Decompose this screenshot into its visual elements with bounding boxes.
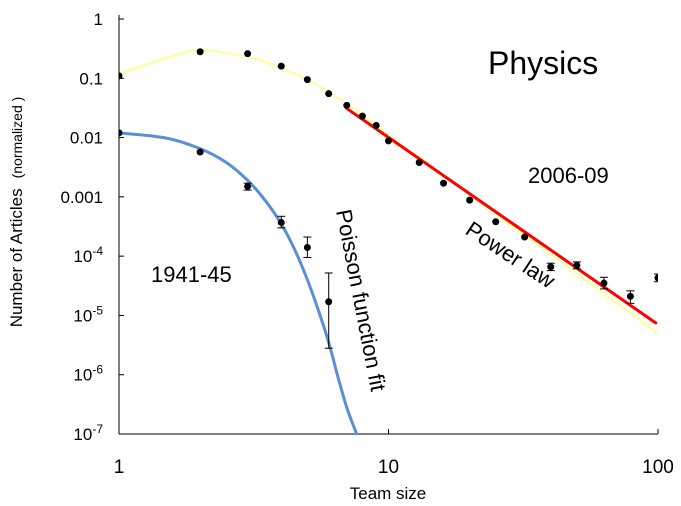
series-label-2006-09: 2006-09 — [528, 163, 609, 188]
data-point — [196, 148, 204, 156]
data-point — [277, 218, 285, 226]
chart-title: Physics — [488, 45, 598, 81]
data-point — [372, 121, 380, 129]
data-point — [244, 182, 252, 190]
data-point — [466, 196, 474, 204]
poisson-fit-label: Poisson function fit — [331, 207, 391, 393]
y-tick-label: 10-7 — [73, 422, 103, 444]
y-axis-label: Number of Articles — [7, 188, 26, 327]
series-label-1941-45: 1941-45 — [151, 262, 232, 287]
poisson-fit — [119, 131, 359, 435]
smooth-fit-2006-09 — [119, 48, 658, 335]
y-tick-label: 0.001 — [60, 188, 103, 207]
data-point — [521, 233, 529, 241]
data-points — [119, 48, 658, 349]
data-point — [244, 50, 252, 58]
x-tick-label: 1 — [114, 457, 125, 478]
x-tick-labels: 1 10 100 — [114, 429, 674, 478]
y-tick-label: 0.01 — [70, 129, 103, 148]
data-point — [119, 72, 123, 80]
data-point — [547, 263, 555, 271]
data-point — [385, 137, 392, 145]
data-point — [626, 292, 634, 300]
data-point — [358, 112, 366, 120]
y-tick-labels: 1 0.1 0.01 0.001 10-4 10-5 10-6 10-7 — [60, 10, 124, 444]
x-axis-label: Team size — [350, 484, 427, 503]
data-point — [303, 243, 311, 251]
data-point — [277, 62, 285, 70]
data-point — [325, 90, 333, 98]
series-2006-09 — [119, 48, 658, 304]
y-tick-label: 1 — [94, 10, 103, 29]
fit-curves — [119, 48, 658, 435]
data-point — [492, 218, 500, 226]
svg-text:Number of Articles(normalized: Number of Articles (normalized ) — [7, 97, 26, 328]
data-point — [119, 129, 123, 137]
data-point — [440, 179, 448, 187]
y-tick-label: 10-5 — [73, 303, 103, 325]
data-point — [303, 76, 311, 84]
x-tick-label: 100 — [642, 457, 674, 478]
data-point — [654, 274, 658, 282]
data-point — [325, 298, 333, 306]
power-law-fit — [345, 106, 658, 325]
y-tick-label: 10-6 — [73, 363, 103, 385]
data-point — [415, 158, 423, 166]
series-1941-45 — [119, 129, 333, 349]
x-tick-label: 10 — [378, 457, 399, 478]
y-tick-label: 10-4 — [73, 244, 103, 266]
power-law-label: Power law — [461, 216, 560, 293]
data-point — [196, 48, 204, 56]
data-point — [573, 261, 581, 269]
y-tick-label: 0.1 — [79, 69, 103, 88]
data-point — [343, 101, 351, 109]
data-point — [600, 279, 608, 287]
y-axis-label-note: (normalized ) — [9, 97, 25, 179]
